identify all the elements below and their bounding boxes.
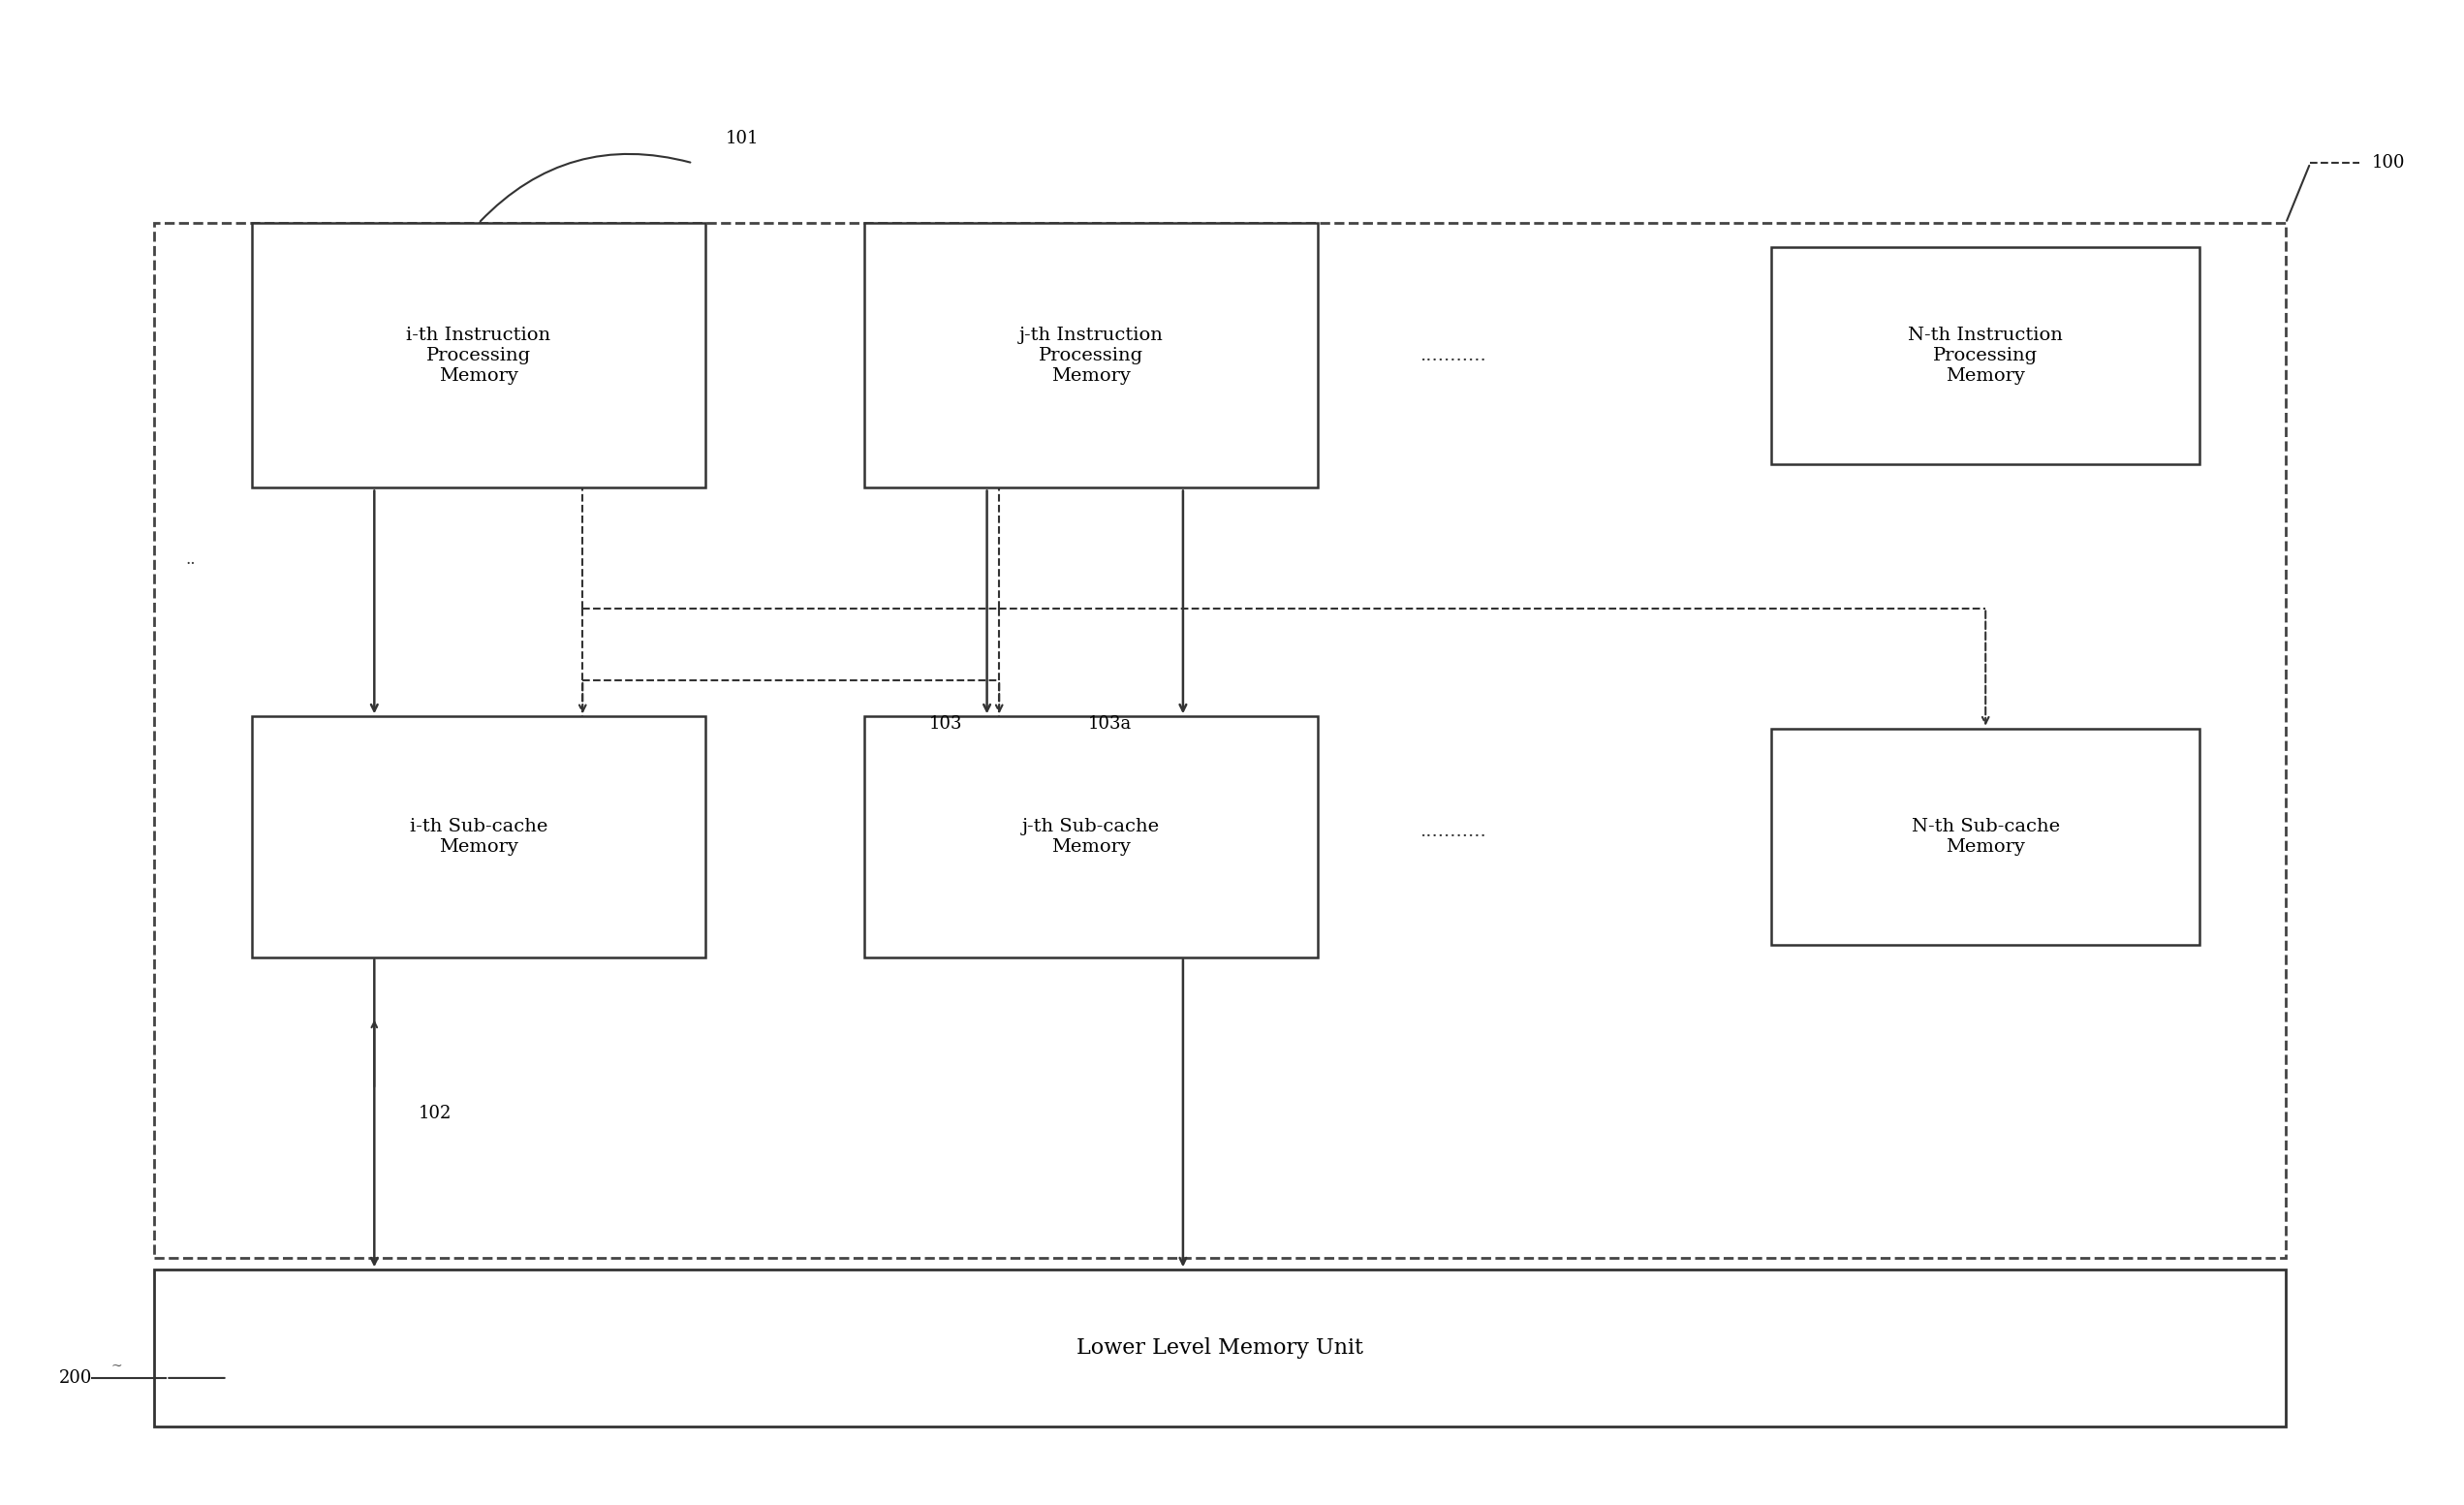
FancyBboxPatch shape <box>865 716 1318 957</box>
Text: N-th Sub-cache
Memory: N-th Sub-cache Memory <box>1912 817 2060 855</box>
FancyBboxPatch shape <box>153 1270 2287 1427</box>
Text: ..: .. <box>185 552 195 569</box>
FancyBboxPatch shape <box>153 223 2287 1258</box>
Text: N-th Instruction
Processing
Memory: N-th Instruction Processing Memory <box>1907 327 2062 384</box>
FancyBboxPatch shape <box>1772 728 2200 945</box>
FancyBboxPatch shape <box>1772 247 2200 464</box>
Text: ~: ~ <box>111 1359 123 1373</box>
Text: i-th Instruction
Processing
Memory: i-th Instruction Processing Memory <box>407 327 552 384</box>
Text: i-th Sub-cache
Memory: i-th Sub-cache Memory <box>409 817 547 855</box>
FancyBboxPatch shape <box>251 223 705 488</box>
Text: j-th Sub-cache
Memory: j-th Sub-cache Memory <box>1023 817 1161 855</box>
FancyBboxPatch shape <box>251 716 705 957</box>
Text: j-th Instruction
Processing
Memory: j-th Instruction Processing Memory <box>1020 327 1163 384</box>
Text: 102: 102 <box>419 1105 451 1123</box>
Text: 103: 103 <box>929 715 961 733</box>
Text: 101: 101 <box>724 131 759 147</box>
Text: 103a: 103a <box>1087 715 1131 733</box>
Text: 200: 200 <box>59 1370 94 1386</box>
FancyBboxPatch shape <box>865 223 1318 488</box>
Text: ...........: ........... <box>1419 346 1486 364</box>
Text: ...........: ........... <box>1419 823 1486 841</box>
Text: Lower Level Memory Unit: Lower Level Memory Unit <box>1077 1338 1363 1359</box>
Text: 100: 100 <box>2370 155 2405 172</box>
